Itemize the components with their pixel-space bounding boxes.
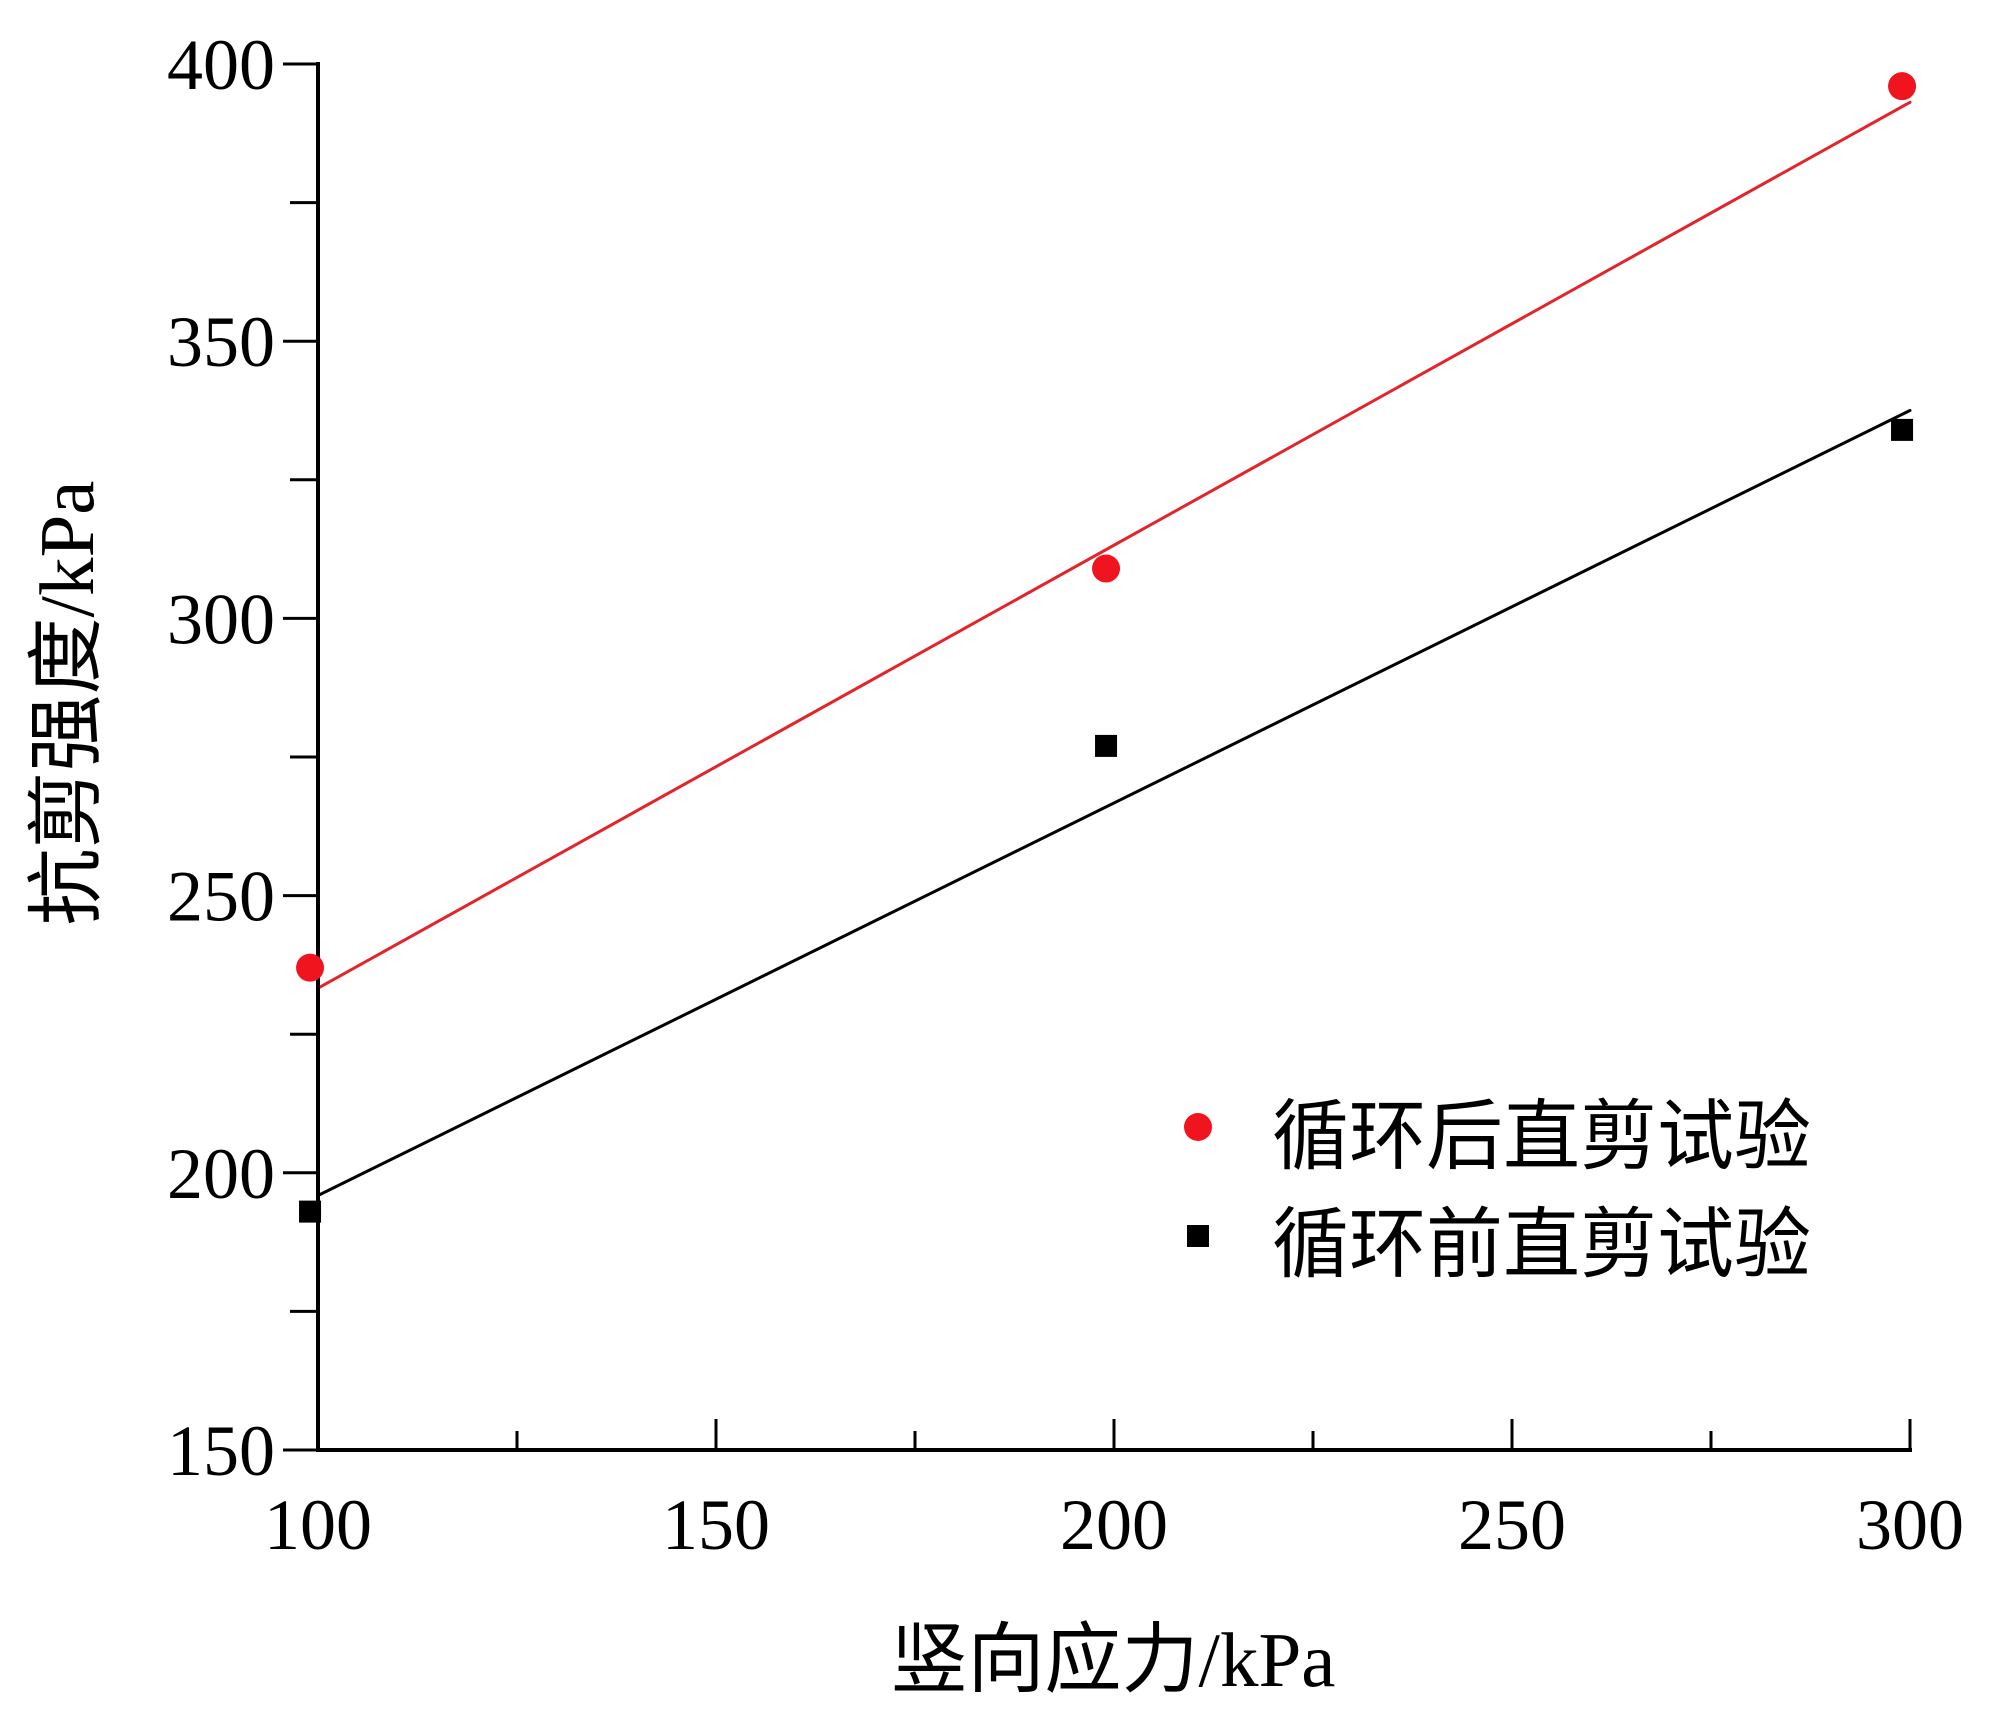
fit-line-1 bbox=[316, 100, 1912, 990]
x-tick-label: 150 bbox=[662, 1485, 770, 1565]
x-tick-label: 300 bbox=[1856, 1485, 1964, 1565]
y-tick-label: 200 bbox=[167, 1134, 275, 1214]
x-tick-label: 250 bbox=[1458, 1485, 1566, 1565]
legend-label: 循环后直剪试验 bbox=[1272, 1094, 1811, 1180]
data-point-square bbox=[1891, 418, 1914, 441]
data-point-circle bbox=[296, 953, 325, 982]
data-points bbox=[296, 72, 1917, 1223]
y-tick-label: 400 bbox=[167, 25, 275, 105]
legend-label: 循环前直剪试验 bbox=[1272, 1202, 1811, 1288]
legend-marker-circle bbox=[1184, 1113, 1212, 1141]
y-tick-label: 150 bbox=[167, 1411, 275, 1491]
fit-line-2 bbox=[316, 409, 1912, 1198]
axis-ticks bbox=[283, 62, 1912, 1452]
y-axis-title: 抗剪强度/kPa bbox=[24, 481, 110, 926]
data-point-square bbox=[1095, 734, 1118, 757]
legend: 循环后直剪试验 循环前直剪试验 bbox=[1184, 1094, 1811, 1288]
data-point-square bbox=[299, 1200, 322, 1223]
fit-lines bbox=[316, 100, 1912, 1198]
data-point-circle bbox=[1092, 554, 1121, 583]
x-axis-title: 竖向应力/kPa bbox=[891, 1617, 1336, 1703]
y-tick-label: 300 bbox=[167, 579, 275, 659]
data-point-circle bbox=[1888, 72, 1917, 101]
x-tick-label: 100 bbox=[264, 1485, 372, 1565]
y-tick-label: 350 bbox=[167, 302, 275, 382]
x-tick-label: 200 bbox=[1060, 1485, 1168, 1565]
legend-marker-square bbox=[1187, 1225, 1209, 1247]
y-tick-label: 250 bbox=[167, 857, 275, 937]
